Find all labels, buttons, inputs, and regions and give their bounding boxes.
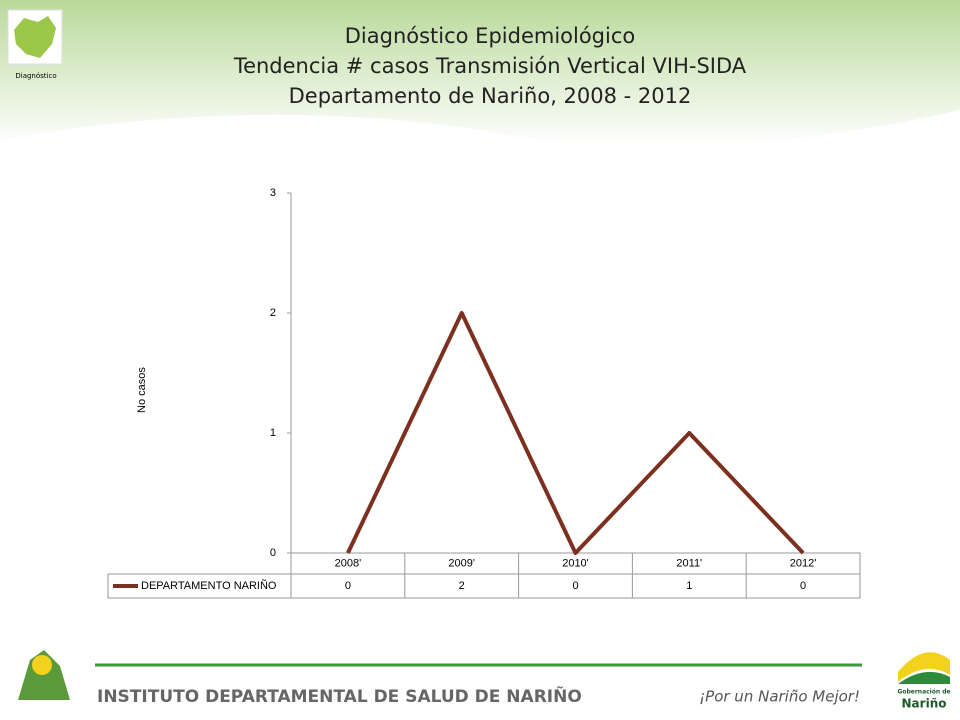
slogan: ¡Por un Nariño Mejor! — [699, 688, 860, 706]
x-tick-label: 2010' — [562, 557, 589, 569]
x-tick-label: 2008' — [335, 557, 362, 569]
table-value: 0 — [345, 580, 351, 592]
table-value: 2 — [459, 580, 465, 592]
x-tick-label: 2011' — [676, 557, 702, 569]
y-axis-label: No casos — [136, 367, 148, 413]
gov-logo-shape — [898, 671, 950, 684]
institute-name: INSTITUTO DEPARTAMENTAL DE SALUD DE NARI… — [97, 684, 582, 707]
x-tick-label: 2009' — [448, 557, 475, 569]
table-value: 0 — [572, 580, 578, 592]
institute-logo-flower — [32, 655, 52, 675]
y-tick-label: 3 — [270, 187, 276, 199]
section-label: Diagnóstico — [15, 72, 56, 80]
series-line — [346, 311, 805, 555]
header-band — [0, 0, 960, 146]
legend-label: DEPARTAMENTO NARIÑO — [141, 579, 277, 592]
x-tick-label: 2012' — [790, 557, 817, 569]
title-line: Departamento de Nariño, 2008 - 2012 — [289, 84, 692, 108]
map-icon — [14, 16, 56, 58]
institute-logo — [18, 650, 70, 700]
y-tick-label: 0 — [270, 547, 276, 559]
gov-logo-text: Gobernación de — [897, 689, 950, 696]
table-value: 0 — [800, 580, 806, 592]
title-line: Diagnóstico Epidemiológico — [345, 24, 636, 48]
y-tick-label: 1 — [270, 427, 276, 439]
gov-logo-text: Nariño — [902, 697, 947, 711]
chart: 0 1 2 3 No casos 2008' 2009' 2010' 2011' 2012' 0 2 0… — [107, 187, 861, 599]
table-border — [107, 573, 861, 599]
gov-logo-shape — [898, 652, 950, 682]
table-value: 1 — [686, 580, 692, 592]
title-line: Tendencia # casos Transmisión Vertical V… — [233, 54, 747, 78]
y-tick-label: 2 — [270, 307, 276, 319]
